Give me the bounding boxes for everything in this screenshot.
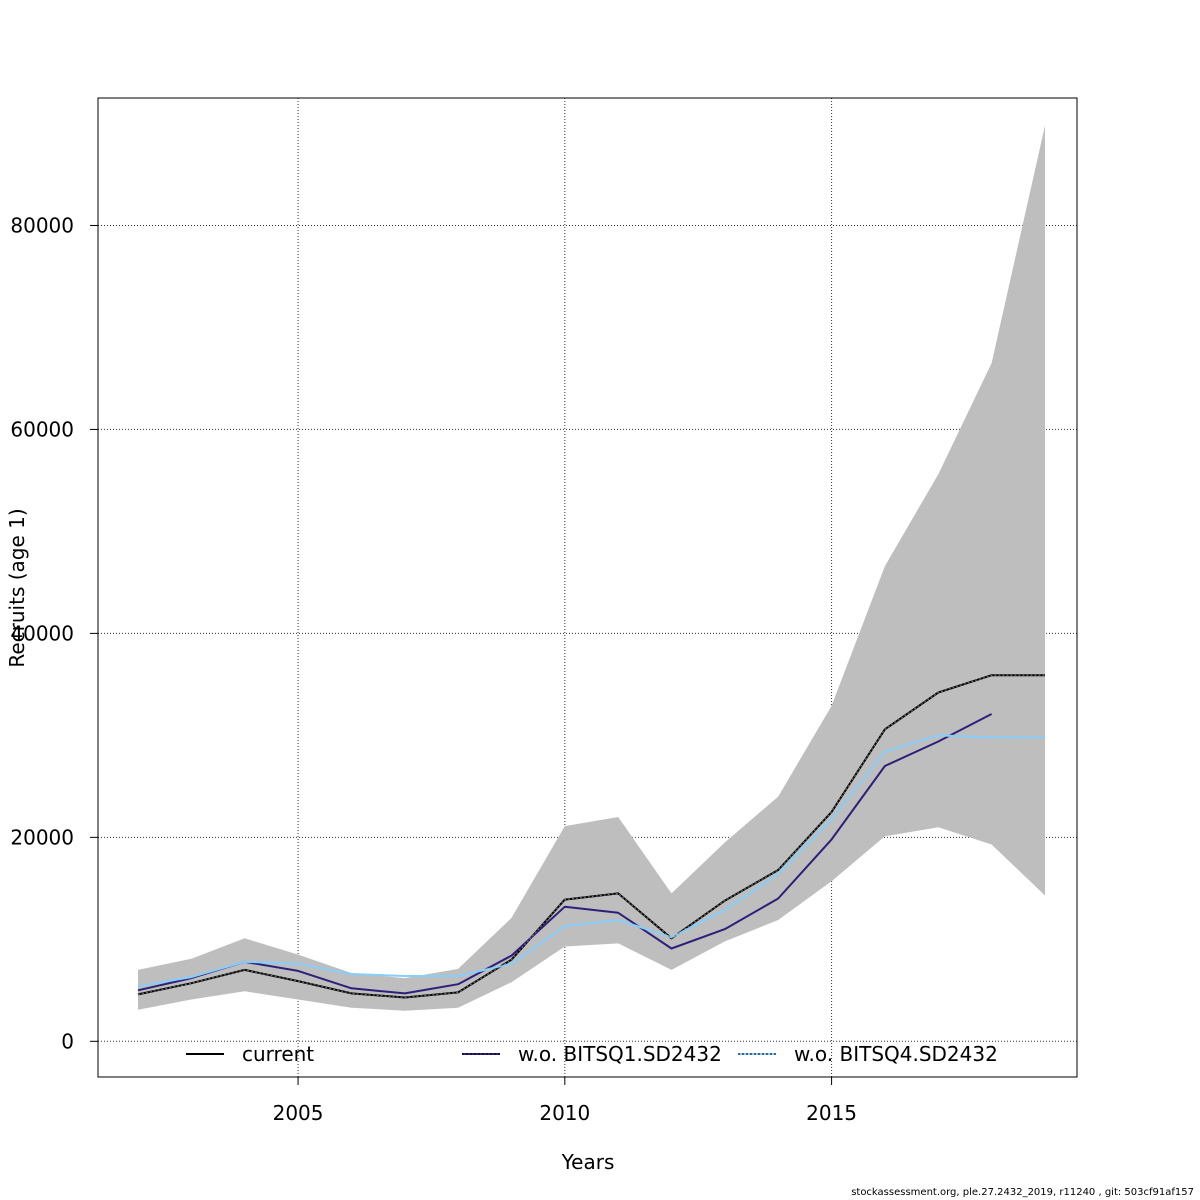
confidence-band: [138, 125, 1045, 1011]
y-tick-label-60000: 60000: [10, 417, 74, 441]
x-axis-ticks: 2005 2010 2015: [273, 1077, 857, 1125]
plot-frame: [97, 97, 1078, 1078]
footer-credit: stockassessment.org, ple.27.2432_2019, r…: [851, 1187, 1194, 1198]
x-tick-label-2015: 2015: [806, 1101, 857, 1125]
series-lines: [137, 674, 1045, 999]
legend-label-current: current: [242, 1042, 314, 1066]
legend-label-w-o-bitsq1-sd2432: w.o. BITSQ1.SD2432: [518, 1042, 722, 1066]
x-tick-label-2005: 2005: [273, 1101, 324, 1125]
legend-label-w-o-bitsq4-sd2432: w.o. BITSQ4.SD2432: [794, 1042, 998, 1066]
y-tick-label-0: 0: [61, 1029, 74, 1053]
x-tick-label-2010: 2010: [539, 1101, 590, 1125]
y-tick-label-80000: 80000: [10, 213, 74, 237]
series-line-current: [137, 674, 1045, 999]
y-axis-ticks: 0 20000 40000 60000 80000: [10, 213, 98, 1053]
x-axis-label: Years: [561, 1150, 615, 1174]
y-tick-label-40000: 40000: [10, 621, 74, 645]
y-axis-label: Recruits (age 1): [5, 508, 29, 667]
y-tick-label-20000: 20000: [10, 825, 74, 849]
legend: current w.o. BITSQ1.SD2432 w.o. BITSQ4.SD2…: [186, 1042, 998, 1066]
confidence-band-layer: [138, 125, 1045, 1011]
series-line-w-o-bitsq1-sd2432: [137, 713, 993, 995]
series-line-w-o-bitsq4-sd2432: [137, 734, 1045, 988]
